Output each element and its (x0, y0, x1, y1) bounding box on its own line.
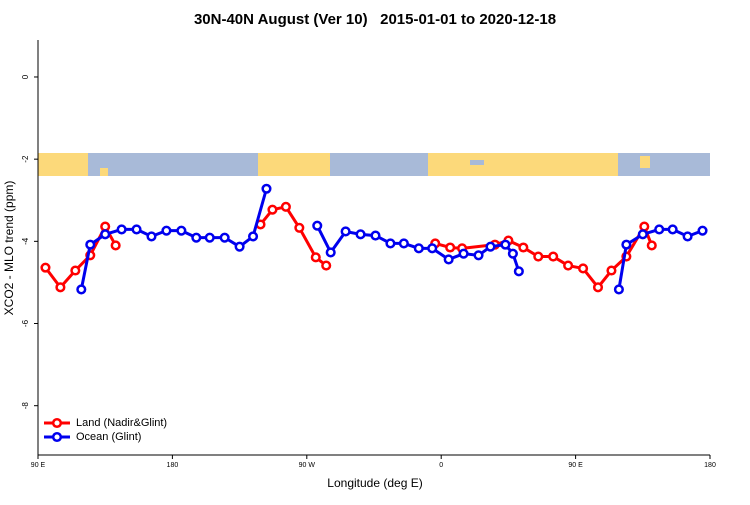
data-point (646, 240, 657, 251)
data-point (176, 225, 187, 236)
y-tick-label: -4 (21, 237, 30, 245)
data-point (55, 282, 66, 293)
y-tick-label: -8 (21, 402, 30, 410)
data-point (548, 251, 559, 262)
y-axis-label: XCO2 - MLO trend (ppm) (2, 181, 16, 316)
data-point (533, 251, 544, 262)
data-point (131, 224, 142, 235)
data-point (413, 243, 424, 254)
data-point (40, 262, 51, 273)
data-point (234, 241, 245, 252)
data-point (697, 225, 708, 236)
data-point (637, 229, 648, 240)
data-point (485, 241, 496, 252)
data-point (445, 242, 456, 253)
x-tick-label: 90 E (568, 462, 583, 469)
data-point (70, 265, 81, 276)
legend-marker (51, 417, 63, 429)
data-point (312, 220, 323, 231)
data-point (191, 232, 202, 243)
data-point (100, 229, 111, 240)
data-point (146, 231, 157, 242)
legend-label: Land (Nadir&Glint) (76, 417, 167, 429)
data-point (247, 231, 259, 242)
data-point (280, 201, 291, 212)
data-point (100, 221, 111, 232)
data-point (321, 260, 332, 271)
x-tick-label: 90 E (31, 462, 46, 469)
chart-title: 30N-40N August (Ver 10) 2015-01-01 to 20… (194, 11, 556, 28)
data-point (76, 284, 87, 295)
data-point (578, 263, 589, 274)
data-point (267, 204, 278, 215)
series-line (44, 205, 654, 290)
data-point (613, 284, 624, 295)
y-tick-label: 0 (21, 74, 30, 79)
data-point (667, 224, 678, 235)
data-point (204, 232, 215, 243)
data-point (682, 231, 693, 242)
data-point (85, 239, 96, 250)
x-tick-label: 180 (167, 462, 179, 469)
data-point (518, 242, 529, 253)
data-point (654, 224, 665, 235)
data-point (473, 250, 484, 261)
data-point (398, 238, 409, 249)
data-point (355, 229, 366, 240)
data-point (219, 232, 230, 243)
data-point (621, 239, 632, 250)
data-point (310, 252, 321, 263)
x-tick-label: 180 (704, 462, 716, 469)
data-point (500, 239, 511, 250)
data-point (507, 248, 518, 259)
data-point (458, 248, 469, 259)
data-point (563, 260, 574, 271)
data-point (606, 265, 617, 276)
y-tick-label: -2 (21, 155, 30, 163)
x-axis-label: Longitude (deg E) (327, 476, 422, 490)
data-point (592, 282, 604, 293)
data-point (513, 266, 524, 277)
data-point (110, 240, 121, 251)
data-point (294, 222, 305, 233)
data-point (639, 221, 650, 232)
map-strip (38, 153, 710, 176)
data-point (161, 225, 172, 236)
data-point (340, 226, 351, 237)
data-point (261, 183, 272, 194)
data-point (443, 254, 454, 265)
data-point (325, 247, 336, 258)
data-point (116, 224, 127, 235)
x-tick-label: 90 W (299, 462, 316, 469)
data-point (385, 238, 396, 249)
data-point (427, 243, 438, 254)
legend-label: Ocean (Glint) (76, 431, 141, 443)
x-tick-label: 0 (439, 462, 443, 469)
y-tick-label: -6 (21, 319, 30, 327)
legend-marker (51, 431, 63, 443)
data-point (370, 230, 381, 241)
